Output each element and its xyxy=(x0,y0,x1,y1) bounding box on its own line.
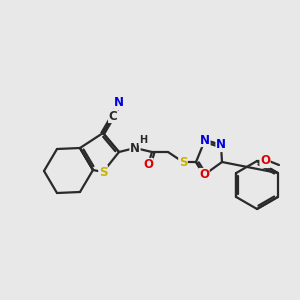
Text: N: N xyxy=(114,97,124,110)
Text: S: S xyxy=(179,155,187,169)
Text: O: O xyxy=(143,158,153,172)
Text: N: N xyxy=(216,139,226,152)
Text: S: S xyxy=(99,166,107,178)
Text: C: C xyxy=(109,110,117,122)
Text: H: H xyxy=(139,135,147,145)
Text: N: N xyxy=(200,134,210,146)
Text: O: O xyxy=(260,154,270,167)
Text: O: O xyxy=(199,169,209,182)
Text: N: N xyxy=(130,142,140,154)
